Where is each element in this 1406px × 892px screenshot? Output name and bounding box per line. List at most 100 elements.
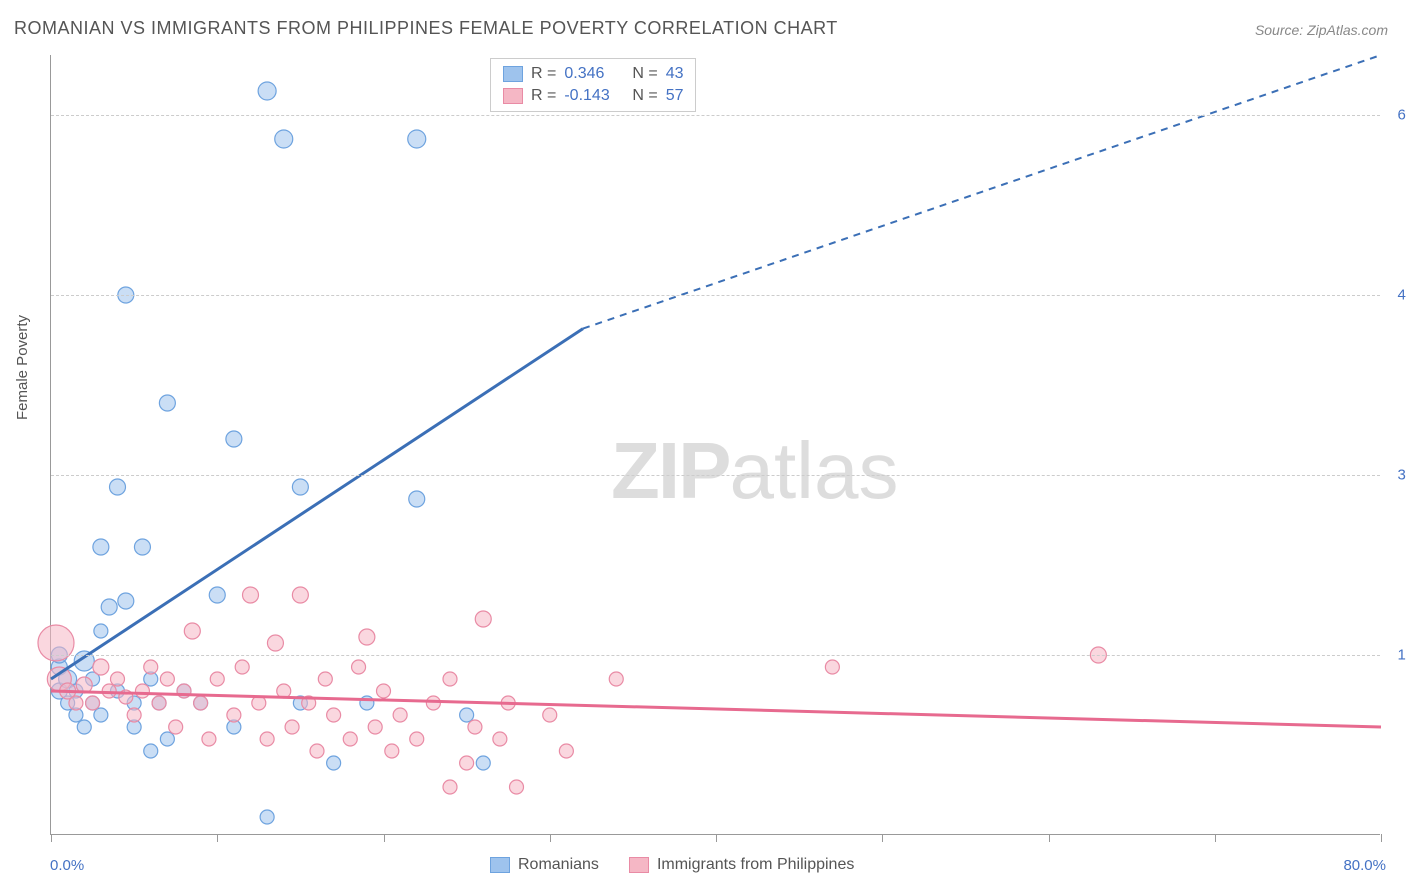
x-tick <box>550 834 551 842</box>
gridline <box>51 655 1380 656</box>
scatter-point-philippines <box>385 744 399 758</box>
x-tick <box>51 834 52 842</box>
scatter-point-romanians <box>101 599 117 615</box>
scatter-point-philippines <box>243 587 259 603</box>
gridline <box>51 115 1380 116</box>
trendline-romanians <box>51 329 583 679</box>
legend-series-label: Immigrants from Philippines <box>657 856 854 874</box>
scatter-point-romanians <box>292 479 308 495</box>
scatter-point-romanians <box>118 593 134 609</box>
scatter-point-romanians <box>159 395 175 411</box>
scatter-point-philippines <box>359 629 375 645</box>
scatter-point-philippines <box>310 744 324 758</box>
scatter-point-philippines <box>152 696 166 710</box>
legend-n-value: 57 <box>666 87 684 105</box>
legend-series-philippines: Immigrants from Philippines <box>629 856 854 874</box>
trendline-dashed-romanians <box>583 55 1381 329</box>
gridline <box>51 295 1380 296</box>
scatter-point-philippines <box>318 672 332 686</box>
y-tick-label: 60.0% <box>1397 107 1406 124</box>
scatter-point-philippines <box>160 672 174 686</box>
correlation-legend: R = 0.346 N = 43 R = -0.143 N = 57 <box>490 58 696 112</box>
trendline-philippines <box>51 691 1381 727</box>
scatter-point-philippines <box>127 708 141 722</box>
scatter-point-philippines <box>202 732 216 746</box>
scatter-point-philippines <box>368 720 382 734</box>
chart-title: ROMANIAN VS IMMIGRANTS FROM PHILIPPINES … <box>14 18 838 39</box>
legend-row-romanians: R =0.346N =43 <box>503 63 683 85</box>
x-tick <box>1381 834 1382 842</box>
scatter-point-philippines <box>460 756 474 770</box>
legend-r-label: R = <box>531 65 556 83</box>
chart-svg <box>51 55 1380 834</box>
scatter-point-philippines <box>343 732 357 746</box>
y-tick-label: 30.0% <box>1397 467 1406 484</box>
scatter-point-philippines <box>267 635 283 651</box>
scatter-point-philippines <box>377 684 391 698</box>
legend-r-value: -0.143 <box>564 87 624 105</box>
scatter-point-philippines <box>292 587 308 603</box>
legend-series-label: Romanians <box>518 856 599 874</box>
scatter-point-romanians <box>160 732 174 746</box>
scatter-point-philippines <box>285 720 299 734</box>
scatter-point-philippines <box>169 720 183 734</box>
series-legend: Romanians Immigrants from Philippines <box>490 856 854 874</box>
y-tick-label: 45.0% <box>1397 287 1406 304</box>
scatter-point-philippines <box>69 696 83 710</box>
scatter-point-romanians <box>275 130 293 148</box>
scatter-point-romanians <box>110 479 126 495</box>
scatter-point-romanians <box>93 539 109 555</box>
legend-row-philippines: R = -0.143 N = 57 <box>503 85 683 107</box>
gridline <box>51 475 1380 476</box>
scatter-point-romanians <box>77 720 91 734</box>
scatter-point-philippines <box>135 684 149 698</box>
x-tick <box>716 834 717 842</box>
scatter-point-romanians <box>226 431 242 447</box>
scatter-point-romanians <box>94 624 108 638</box>
legend-series-romanians: Romanians <box>490 856 599 874</box>
x-tick <box>1215 834 1216 842</box>
legend-swatch-romanians <box>490 857 510 873</box>
scatter-point-philippines <box>468 720 482 734</box>
legend-n-value: 43 <box>666 65 684 83</box>
y-tick-label: 15.0% <box>1397 647 1406 664</box>
scatter-point-romanians <box>409 491 425 507</box>
y-axis-label: Female Poverty <box>14 315 31 420</box>
x-tick <box>882 834 883 842</box>
scatter-point-romanians <box>134 539 150 555</box>
scatter-point-romanians <box>460 708 474 722</box>
scatter-point-philippines <box>493 732 507 746</box>
scatter-point-philippines <box>86 696 100 710</box>
scatter-point-romanians <box>94 708 108 722</box>
source-attribution: Source: ZipAtlas.com <box>1255 22 1388 38</box>
scatter-point-romanians <box>260 810 274 824</box>
x-tick <box>217 834 218 842</box>
scatter-point-romanians <box>476 756 490 770</box>
scatter-point-philippines <box>184 623 200 639</box>
plot-area: ZIPatlas 15.0%30.0%45.0%60.0% <box>50 55 1380 835</box>
legend-swatch-romanians <box>503 66 523 82</box>
scatter-point-philippines <box>144 660 158 674</box>
scatter-point-romanians <box>408 130 426 148</box>
scatter-point-philippines <box>510 780 524 794</box>
scatter-point-philippines <box>352 660 366 674</box>
x-tick-min: 0.0% <box>50 857 84 874</box>
scatter-point-philippines <box>609 672 623 686</box>
legend-r-label: R = <box>531 87 556 105</box>
scatter-point-philippines <box>443 780 457 794</box>
scatter-point-philippines <box>393 708 407 722</box>
legend-n-label: N = <box>632 87 657 105</box>
scatter-point-philippines <box>260 732 274 746</box>
legend-swatch-philippines <box>503 88 523 104</box>
scatter-point-philippines <box>443 672 457 686</box>
x-tick-max: 80.0% <box>1343 857 1386 874</box>
legend-swatch-philippines <box>629 857 649 873</box>
scatter-point-philippines <box>559 744 573 758</box>
scatter-point-romanians <box>144 744 158 758</box>
scatter-point-philippines <box>825 660 839 674</box>
scatter-point-philippines <box>194 696 208 710</box>
scatter-point-philippines <box>327 708 341 722</box>
scatter-point-philippines <box>111 672 125 686</box>
scatter-point-philippines <box>93 659 109 675</box>
legend-r-value: 0.346 <box>564 65 624 83</box>
